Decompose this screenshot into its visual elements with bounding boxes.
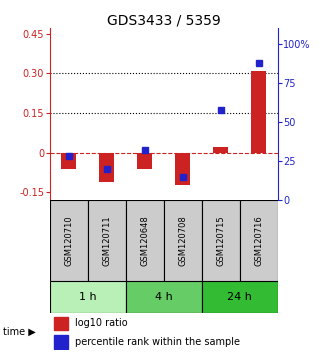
Text: percentile rank within the sample: percentile rank within the sample [75, 337, 240, 347]
Text: GSM120708: GSM120708 [178, 215, 187, 266]
Bar [126, 200, 164, 281]
Bar [213, 147, 228, 153]
Text: GSM120648: GSM120648 [140, 215, 149, 266]
Text: GSM120710: GSM120710 [64, 215, 73, 266]
Text: 4 h: 4 h [155, 292, 173, 302]
Text: GSM120716: GSM120716 [254, 215, 263, 266]
Bar [202, 200, 240, 281]
Text: 24 h: 24 h [227, 292, 252, 302]
Bar [88, 200, 126, 281]
Bar [126, 281, 202, 313]
Bar [175, 153, 190, 185]
Text: GSM120715: GSM120715 [216, 215, 225, 266]
Title: GDS3433 / 5359: GDS3433 / 5359 [107, 13, 221, 27]
Text: log10 ratio: log10 ratio [75, 318, 127, 328]
Bar [164, 200, 202, 281]
Text: time ▶: time ▶ [3, 327, 36, 337]
Text: 1 h: 1 h [79, 292, 97, 302]
Bar [251, 70, 266, 153]
Bar [240, 200, 278, 281]
Bar [50, 281, 126, 313]
Bar [50, 200, 88, 281]
Text: GSM120711: GSM120711 [102, 215, 111, 266]
Bar [202, 281, 278, 313]
Bar [137, 153, 152, 169]
Bar [54, 316, 68, 330]
Bar [54, 336, 68, 349]
Bar [99, 153, 114, 182]
Bar [61, 153, 76, 169]
